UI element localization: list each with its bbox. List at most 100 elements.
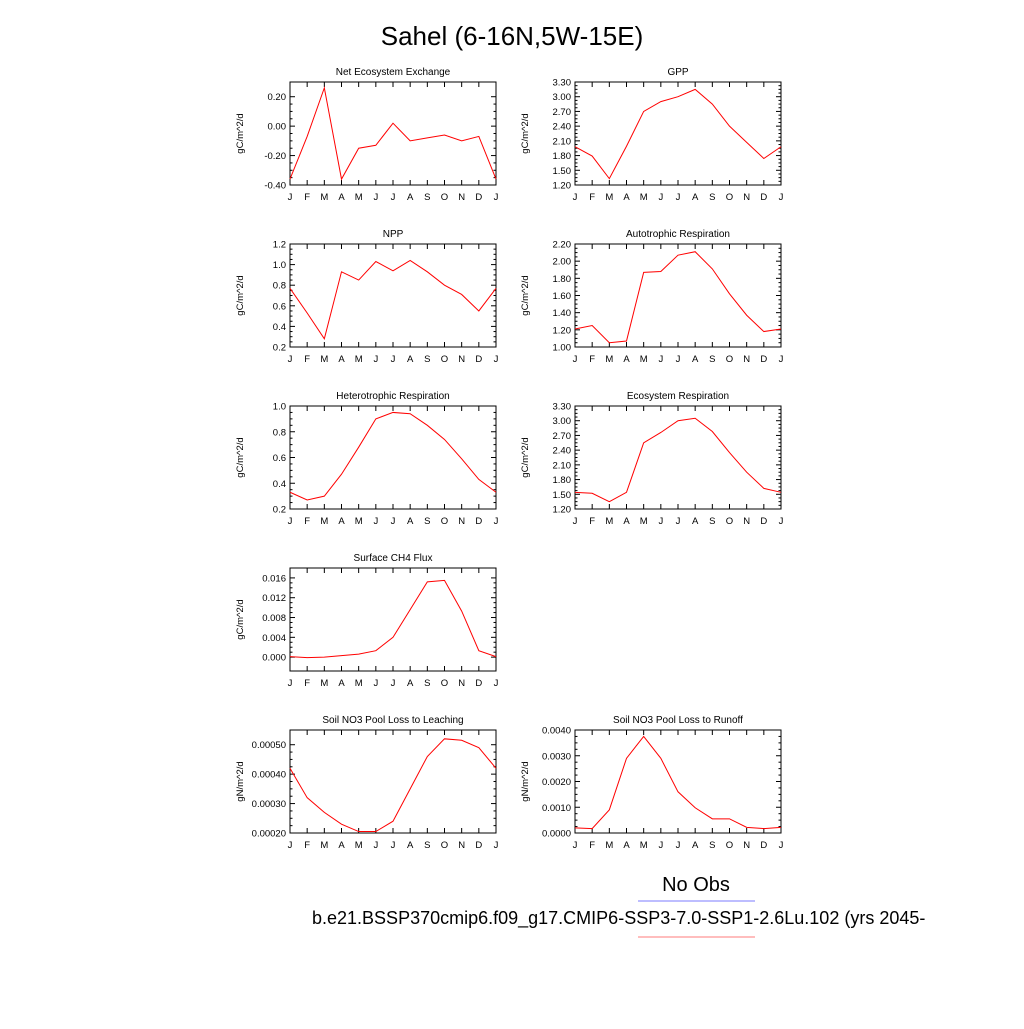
y-axis-label: gC/m^2/d bbox=[520, 113, 531, 153]
y-tick-label: 3.00 bbox=[553, 92, 572, 103]
x-tick-label: M bbox=[320, 192, 328, 203]
y-tick-label: 0.004 bbox=[262, 633, 286, 644]
y-tick-label: 0.0030 bbox=[542, 751, 571, 762]
x-tick-label: J bbox=[373, 678, 378, 689]
x-tick-label: O bbox=[726, 192, 733, 203]
x-tick-label: A bbox=[407, 678, 414, 689]
y-tick-label: 0.2 bbox=[273, 505, 286, 516]
y-tick-label: 3.30 bbox=[553, 402, 572, 413]
y-tick-label: 0.0010 bbox=[542, 803, 571, 814]
y-axis-label: gC/m^2/d bbox=[235, 599, 246, 639]
y-tick-label: 0.2 bbox=[273, 343, 286, 354]
x-tick-label: O bbox=[726, 840, 733, 851]
x-tick-label: J bbox=[676, 516, 681, 527]
x-tick-label: J bbox=[373, 192, 378, 203]
y-tick-label: 1.50 bbox=[553, 166, 572, 177]
x-tick-label: J bbox=[779, 354, 784, 365]
panel-7: Surface CH4 Flux0.0000.0040.0080.0120.01… bbox=[235, 553, 499, 689]
x-tick-label: S bbox=[424, 354, 430, 365]
y-tick-label: 1.60 bbox=[553, 291, 572, 302]
panel-9: Soil NO3 Pool Loss to Runoff0.00000.0010… bbox=[520, 715, 784, 851]
x-tick-label: J bbox=[494, 192, 499, 203]
x-tick-label: A bbox=[338, 840, 345, 851]
x-tick-label: J bbox=[373, 840, 378, 851]
x-tick-label: A bbox=[623, 516, 630, 527]
y-tick-label: 2.40 bbox=[553, 446, 572, 457]
x-tick-label: J bbox=[288, 678, 293, 689]
x-tick-label: M bbox=[355, 192, 363, 203]
x-tick-label: J bbox=[658, 516, 663, 527]
x-tick-label: F bbox=[304, 192, 310, 203]
x-tick-label: M bbox=[640, 840, 648, 851]
x-tick-label: O bbox=[441, 516, 448, 527]
x-tick-label: J bbox=[779, 516, 784, 527]
x-tick-label: S bbox=[424, 840, 430, 851]
x-tick-label: J bbox=[288, 354, 293, 365]
panel-title: Ecosystem Respiration bbox=[627, 391, 729, 402]
x-tick-label: A bbox=[623, 840, 630, 851]
x-tick-label: D bbox=[760, 192, 767, 203]
series-line bbox=[290, 580, 496, 657]
x-tick-label: N bbox=[458, 678, 465, 689]
x-tick-label: J bbox=[288, 192, 293, 203]
y-tick-label: 1.80 bbox=[553, 274, 572, 285]
plot-frame bbox=[575, 730, 781, 833]
series-line bbox=[290, 88, 496, 179]
series-line bbox=[575, 252, 781, 343]
x-tick-label: J bbox=[391, 516, 396, 527]
y-tick-label: 2.20 bbox=[553, 240, 572, 251]
x-tick-label: N bbox=[743, 516, 750, 527]
x-tick-label: S bbox=[709, 192, 715, 203]
y-tick-label: 1.80 bbox=[553, 475, 572, 486]
series-line bbox=[575, 736, 781, 828]
x-tick-label: M bbox=[640, 354, 648, 365]
y-tick-label: -0.40 bbox=[264, 181, 286, 192]
panel-title: NPP bbox=[383, 229, 404, 240]
x-tick-label: N bbox=[743, 840, 750, 851]
panel-title: Soil NO3 Pool Loss to Leaching bbox=[322, 715, 463, 726]
x-tick-label: J bbox=[658, 840, 663, 851]
x-tick-label: O bbox=[441, 192, 448, 203]
y-axis-label: gC/m^2/d bbox=[235, 437, 246, 477]
x-tick-label: S bbox=[424, 192, 430, 203]
y-axis-label: gN/m^2/d bbox=[520, 761, 531, 801]
panel-8: Soil NO3 Pool Loss to Leaching0.000200.0… bbox=[235, 715, 499, 851]
x-tick-label: M bbox=[320, 678, 328, 689]
x-tick-label: A bbox=[407, 840, 414, 851]
legend-case-label: b.e21.BSSP370cmip6.f09_g17.CMIP6-SSP3-7.… bbox=[312, 908, 925, 929]
x-tick-label: J bbox=[391, 354, 396, 365]
x-tick-label: F bbox=[589, 354, 595, 365]
plot-frame bbox=[290, 406, 496, 509]
x-tick-label: A bbox=[692, 192, 699, 203]
x-tick-label: J bbox=[676, 354, 681, 365]
y-tick-label: 0.0040 bbox=[542, 726, 571, 737]
y-tick-label: 0.6 bbox=[273, 301, 286, 312]
y-axis-label: gC/m^2/d bbox=[520, 275, 531, 315]
x-tick-label: J bbox=[391, 840, 396, 851]
x-tick-label: J bbox=[573, 516, 578, 527]
x-tick-label: O bbox=[441, 678, 448, 689]
x-tick-label: J bbox=[494, 678, 499, 689]
x-tick-label: N bbox=[458, 840, 465, 851]
x-tick-label: S bbox=[709, 516, 715, 527]
series-line bbox=[575, 418, 781, 501]
x-tick-label: A bbox=[338, 678, 345, 689]
y-tick-label: 1.20 bbox=[553, 325, 572, 336]
x-tick-label: F bbox=[304, 516, 310, 527]
y-tick-label: 0.8 bbox=[273, 427, 286, 438]
x-tick-label: S bbox=[424, 678, 430, 689]
panel-4: Autotrophic Respiration1.001.201.401.601… bbox=[520, 229, 784, 365]
x-tick-label: J bbox=[494, 354, 499, 365]
x-tick-label: J bbox=[779, 192, 784, 203]
y-tick-label: 2.70 bbox=[553, 431, 572, 442]
series-line bbox=[575, 89, 781, 178]
x-tick-label: D bbox=[760, 516, 767, 527]
x-tick-label: S bbox=[424, 516, 430, 527]
x-tick-label: D bbox=[475, 678, 482, 689]
x-tick-label: A bbox=[338, 516, 345, 527]
plot-frame bbox=[575, 406, 781, 509]
y-tick-label: 0.012 bbox=[262, 593, 286, 604]
x-tick-label: F bbox=[304, 840, 310, 851]
